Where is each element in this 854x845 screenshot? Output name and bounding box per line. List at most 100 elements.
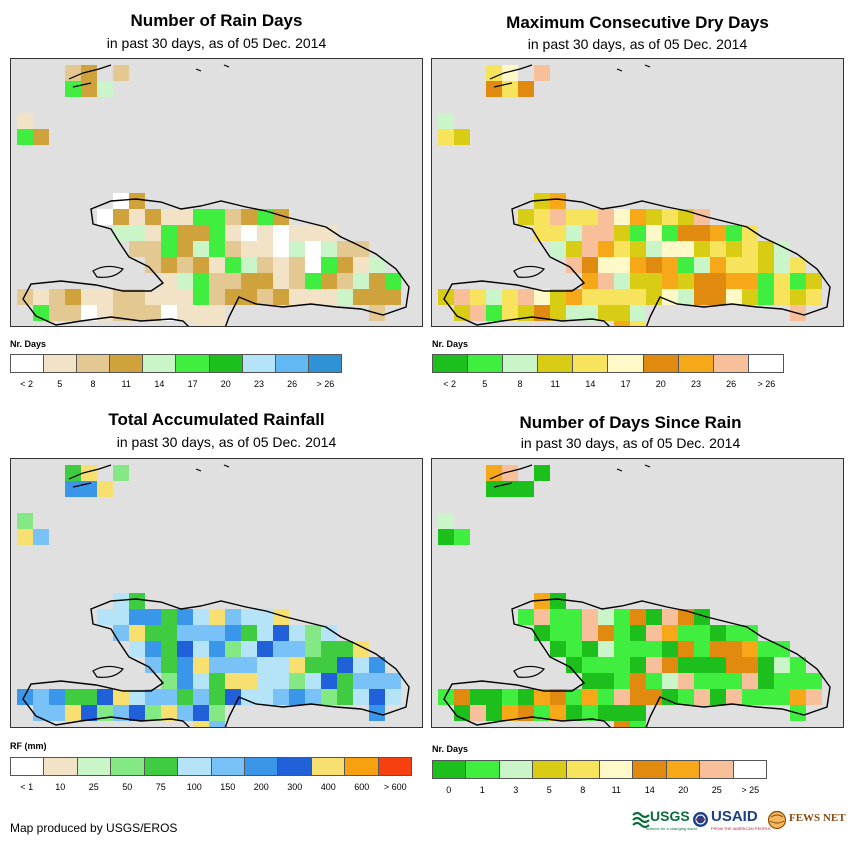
grid-cell — [662, 289, 678, 305]
grid-cell — [241, 641, 257, 657]
grid-cell — [97, 289, 113, 305]
grid-cell — [193, 689, 209, 705]
grid-cell — [742, 625, 758, 641]
grid-cell — [65, 65, 81, 81]
grid-cell — [534, 465, 550, 481]
grid-cell — [486, 305, 502, 321]
usaid-logo: USAID FROM THE AMERICAN PEOPLE — [692, 808, 771, 834]
grid-cell — [678, 209, 694, 225]
panel-4-subtitle: in past 30 days, as of 05 Dec. 2014 — [520, 435, 741, 451]
grid-cell — [550, 609, 566, 625]
grid-cell — [113, 465, 129, 481]
grid-cell — [598, 257, 614, 273]
grid-cell — [518, 481, 534, 497]
grid-cell — [726, 689, 742, 705]
grid-cell — [710, 289, 726, 305]
grid-cell — [678, 273, 694, 289]
grid-cell — [710, 257, 726, 273]
grid-cell — [257, 625, 273, 641]
grid-cell — [289, 625, 305, 641]
legend-swatch — [566, 761, 601, 778]
panel-1-legend-labels: < 2 5 8 11 14 17 20 23 26 > 26 — [10, 379, 342, 391]
grid-cell — [598, 305, 614, 321]
grid-cell — [337, 273, 353, 289]
grid-cell — [209, 209, 225, 225]
grid-cell — [758, 657, 774, 673]
grid-cell — [193, 721, 209, 727]
grid-cell — [582, 705, 598, 721]
grid-cell — [65, 705, 81, 721]
grid-cell — [289, 289, 305, 305]
legend-label: > 25 — [741, 785, 760, 795]
grid-cell — [550, 625, 566, 641]
grid-cell — [726, 625, 742, 641]
grid-cell — [566, 657, 582, 673]
legend-swatch — [573, 355, 609, 372]
grid-cell — [742, 273, 758, 289]
grid-cell — [177, 273, 193, 289]
grid-cell — [662, 673, 678, 689]
grid-cell — [758, 257, 774, 273]
grid-cell — [321, 657, 337, 673]
grid-cell — [742, 225, 758, 241]
grid-cell — [241, 673, 257, 689]
grid-cell — [129, 689, 145, 705]
grid-cell — [774, 289, 790, 305]
grid-cell — [177, 225, 193, 241]
grid-cell — [502, 481, 518, 497]
grid-cell — [337, 257, 353, 273]
grid-cell — [678, 673, 694, 689]
grid-cell — [33, 689, 49, 705]
grid-cell — [614, 321, 630, 326]
grid-cell — [193, 609, 209, 625]
grid-cell — [582, 225, 598, 241]
legend-swatch — [700, 761, 734, 778]
grid-cell — [81, 81, 97, 97]
grid-cell — [17, 113, 33, 129]
grid-cell — [145, 705, 161, 721]
grid-cell — [369, 689, 385, 705]
panel-3-subtitle: in past 30 days, as of 05 Dec. 2014 — [116, 434, 337, 450]
grid-cell — [161, 657, 177, 673]
grid-cell — [630, 209, 646, 225]
grid-cell — [550, 641, 566, 657]
grid-cell — [209, 641, 225, 657]
grid-cell — [486, 289, 502, 305]
usaid-tagline: FROM THE AMERICAN PEOPLE — [711, 826, 771, 831]
grid-cell — [742, 257, 758, 273]
grid-cell — [161, 241, 177, 257]
grid-cell — [209, 241, 225, 257]
grid-cell — [145, 289, 161, 305]
grid-cell — [614, 225, 630, 241]
grid-cell — [113, 225, 129, 241]
grid-cell — [49, 689, 65, 705]
grid-cell — [550, 209, 566, 225]
grid-cell — [193, 673, 209, 689]
grid-cell — [438, 529, 454, 545]
grid-cell — [598, 657, 614, 673]
grid-cell — [614, 657, 630, 673]
panel-4-legend-labels: 0 1 3 5 8 11 14 20 25 > 25 — [432, 785, 767, 797]
grid-cell — [257, 257, 273, 273]
grid-cell — [710, 673, 726, 689]
grid-cell — [566, 209, 582, 225]
grid-cell — [534, 305, 550, 321]
grid-cell — [518, 209, 534, 225]
panel-1-legend-title: Nr. Days — [10, 339, 47, 349]
grid-cell — [305, 673, 321, 689]
grid-cell — [678, 225, 694, 241]
grid-cell — [486, 65, 502, 81]
legend-label: 5 — [546, 785, 552, 795]
grid-cell — [758, 641, 774, 657]
grid-cell — [550, 705, 566, 721]
legend-label: 3 — [513, 785, 519, 795]
panel-2-legend-title: Nr. Days — [432, 339, 469, 349]
grid-cell — [353, 257, 369, 273]
grid-cell — [438, 689, 454, 705]
legend-label: < 1 — [20, 782, 34, 792]
grid-cell — [534, 193, 550, 209]
panel-1-map — [10, 58, 423, 327]
grid-cell — [337, 657, 353, 673]
grid-cell — [305, 625, 321, 641]
grid-cell — [97, 609, 113, 625]
